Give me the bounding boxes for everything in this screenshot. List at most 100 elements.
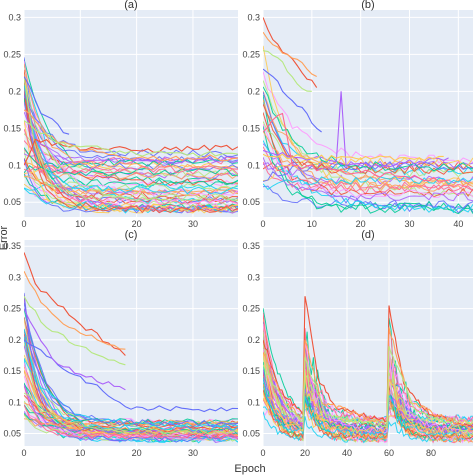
x-tick-label: 30 <box>405 219 415 229</box>
highlight-series-line <box>24 138 238 166</box>
series-line <box>263 331 473 425</box>
series-line <box>24 174 238 192</box>
y-tick-label: 0.25 <box>242 49 260 59</box>
y-tick-label: 0.3 <box>8 12 21 22</box>
y-tick-label: 0.25 <box>3 49 21 59</box>
series-line <box>24 404 238 440</box>
panel-title-c: (c) <box>125 229 138 241</box>
series-line <box>24 165 238 174</box>
y-tick-label: 0.2 <box>247 335 260 345</box>
series-line <box>263 104 473 175</box>
highlight-series-line <box>263 345 473 436</box>
highlight-series-line <box>24 295 126 366</box>
y-tick-label: 0.3 <box>247 12 260 22</box>
y-tick-label: 0.1 <box>8 160 21 170</box>
highlight-series-line <box>24 252 126 356</box>
series-line <box>24 162 238 180</box>
highlight-series-line <box>263 327 473 432</box>
x-tick-label: 0 <box>21 448 26 458</box>
series-line <box>24 120 238 214</box>
panel-d: 0 20 40 60 80 0.05 0.1 0.15 0.2 0.25 0.3 0.35 (d) <box>242 229 473 458</box>
y-tick-label: 0.3 <box>247 272 260 282</box>
x-tick-label: 20 <box>132 448 142 458</box>
y-tick-label: 0.2 <box>247 86 260 96</box>
series-line <box>263 130 473 189</box>
y-axis-label: Error <box>0 225 10 250</box>
highlight-series-line <box>24 339 238 413</box>
x-tick-label: 0 <box>21 219 26 229</box>
series-line <box>263 355 473 443</box>
y-tick-label: 0.1 <box>8 397 21 407</box>
highlight-series-line <box>263 91 449 168</box>
series-line <box>24 302 238 427</box>
series-line <box>263 371 473 441</box>
x-tick-label: 10 <box>75 448 85 458</box>
y-tick-label: 0.3 <box>8 272 21 282</box>
y-tick-label: 0.2 <box>8 335 21 345</box>
series-line <box>263 125 473 215</box>
y-tick-label: 0.15 <box>3 366 21 376</box>
highlight-series-line <box>263 112 449 183</box>
series-line <box>24 384 238 433</box>
y-tick-label: 0.15 <box>242 123 260 133</box>
x-axis-label: Epoch <box>234 463 265 475</box>
series-line <box>24 82 238 214</box>
x-tick-label: 60 <box>384 448 394 458</box>
series-line <box>263 71 473 164</box>
y-tick-label: 0.1 <box>247 397 260 407</box>
highlight-series-line <box>24 76 70 135</box>
x-tick-label: 20 <box>300 448 310 458</box>
y-tick-label: 0.35 <box>3 241 21 251</box>
panel-b: 0 10 20 30 40 0.05 0.1 0.15 0.2 0.25 0.3 (b) <box>242 0 473 229</box>
panel-title-a: (a) <box>124 0 137 11</box>
series-line <box>263 323 473 434</box>
x-tick-label: 40 <box>342 448 352 458</box>
y-tick-label: 0.25 <box>242 304 260 314</box>
series-group-a <box>24 57 238 214</box>
series-line <box>24 81 238 164</box>
panel-title-d: (d) <box>361 229 374 241</box>
highlight-series-line <box>24 270 126 350</box>
highlight-series-line <box>24 308 126 391</box>
series-line <box>24 60 238 197</box>
series-group-d <box>263 296 473 444</box>
series-line <box>263 123 473 199</box>
x-tick-label: 20 <box>356 219 366 229</box>
series-line <box>263 383 473 440</box>
y-tick-label: 0.05 <box>3 197 21 207</box>
series-line <box>263 99 473 187</box>
series-line <box>24 147 238 177</box>
highlight-series-line <box>263 153 444 162</box>
y-tick-label: 0.05 <box>242 197 260 207</box>
series-line <box>24 63 238 171</box>
panel-title-b: (b) <box>361 0 374 11</box>
panel-a: 0 10 20 30 0.05 0.1 0.15 0.2 0.25 0.3 (a) <box>3 0 238 229</box>
y-tick-label: 0.05 <box>3 429 21 439</box>
y-tick-label: 0.15 <box>242 366 260 376</box>
y-tick-label: 0.1 <box>247 160 260 170</box>
series-group-c <box>24 252 238 444</box>
series-line <box>24 392 238 435</box>
x-tick-label: 20 <box>132 219 142 229</box>
series-line <box>24 76 238 202</box>
plot-area-c <box>24 240 238 446</box>
y-tick-label: 0.25 <box>3 304 21 314</box>
series-line <box>24 84 238 195</box>
x-tick-label: 10 <box>75 219 85 229</box>
y-tick-label: 0.2 <box>8 86 21 96</box>
series-line <box>24 318 238 435</box>
y-tick-label: 0.05 <box>242 429 260 439</box>
highlight-series-line <box>263 31 317 77</box>
panel-c: 0 10 20 30 0.05 0.1 0.15 0.2 0.25 0.3 0.35 (c) <box>3 229 238 458</box>
x-tick-label: 0 <box>260 448 265 458</box>
series-line <box>24 161 238 174</box>
x-tick-label: 0 <box>260 219 265 229</box>
series-line <box>263 352 473 434</box>
series-group-b <box>263 17 473 215</box>
series-line <box>263 86 473 172</box>
highlight-series-line <box>263 50 312 92</box>
x-tick-label: 40 <box>453 219 463 229</box>
x-tick-label: 30 <box>188 448 198 458</box>
series-line <box>263 161 473 195</box>
